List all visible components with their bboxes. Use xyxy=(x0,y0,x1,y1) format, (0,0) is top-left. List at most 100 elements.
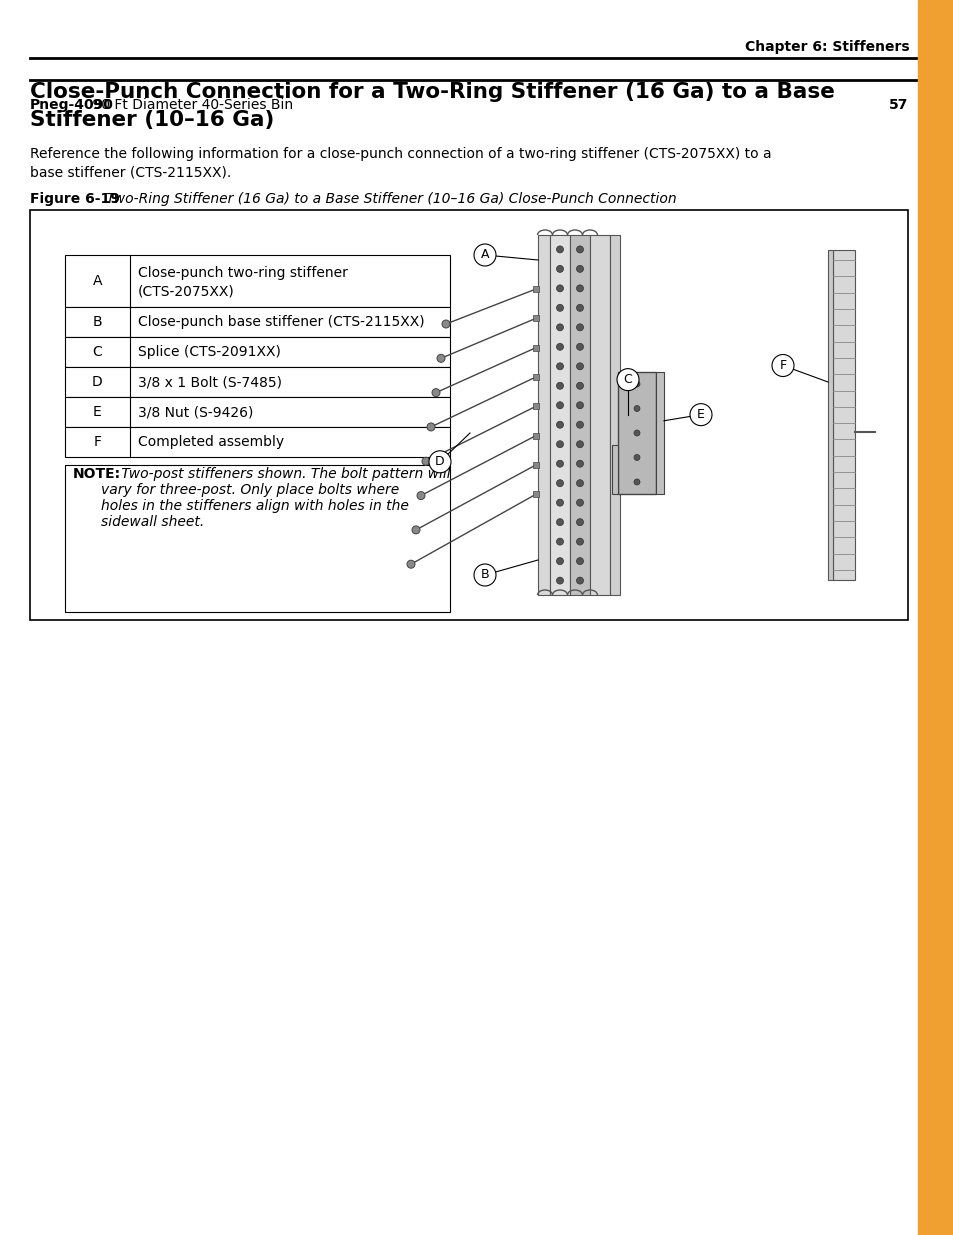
Bar xyxy=(832,249,854,580)
Bar xyxy=(533,404,538,409)
Circle shape xyxy=(689,404,711,426)
Bar xyxy=(533,345,538,351)
Text: C: C xyxy=(623,373,632,387)
Bar xyxy=(65,396,450,427)
Text: 90 Ft Diameter 40-Series Bin: 90 Ft Diameter 40-Series Bin xyxy=(88,98,293,112)
Circle shape xyxy=(576,266,583,273)
Bar xyxy=(569,235,589,595)
Bar xyxy=(917,0,953,1235)
Circle shape xyxy=(427,422,435,431)
Bar xyxy=(612,446,618,494)
Bar xyxy=(65,254,450,308)
Bar xyxy=(65,367,450,396)
Circle shape xyxy=(556,363,563,369)
Circle shape xyxy=(617,368,639,390)
Bar xyxy=(537,235,550,595)
Bar xyxy=(533,374,538,380)
Text: B: B xyxy=(480,568,489,582)
Text: Pneg-4090: Pneg-4090 xyxy=(30,98,113,112)
Bar xyxy=(550,235,569,595)
Circle shape xyxy=(634,430,639,436)
Circle shape xyxy=(576,499,583,506)
Circle shape xyxy=(634,405,639,411)
Circle shape xyxy=(576,558,583,564)
Circle shape xyxy=(576,441,583,448)
Bar xyxy=(65,427,450,457)
Bar xyxy=(533,315,538,321)
Bar xyxy=(65,308,450,337)
Text: sidewall sheet.: sidewall sheet. xyxy=(101,515,204,529)
Circle shape xyxy=(412,526,419,534)
Circle shape xyxy=(576,519,583,526)
Circle shape xyxy=(576,383,583,389)
Circle shape xyxy=(576,461,583,467)
Circle shape xyxy=(556,441,563,448)
Bar xyxy=(30,210,907,620)
Text: Reference the following information for a close-punch connection of a two-ring s: Reference the following information for … xyxy=(30,147,771,161)
Bar xyxy=(533,492,538,498)
Text: D: D xyxy=(92,375,103,389)
Circle shape xyxy=(576,246,583,253)
Circle shape xyxy=(771,354,793,377)
Circle shape xyxy=(576,401,583,409)
Circle shape xyxy=(556,324,563,331)
Circle shape xyxy=(576,363,583,369)
Text: E: E xyxy=(93,405,102,419)
Text: E: E xyxy=(697,408,704,421)
Text: Two-post stiffeners shown. The bolt pattern will: Two-post stiffeners shown. The bolt patt… xyxy=(117,467,450,480)
Circle shape xyxy=(432,389,439,396)
Circle shape xyxy=(407,561,415,568)
Circle shape xyxy=(556,304,563,311)
Circle shape xyxy=(556,479,563,487)
Text: 57: 57 xyxy=(887,98,907,112)
Circle shape xyxy=(556,499,563,506)
Bar xyxy=(827,249,832,580)
Circle shape xyxy=(474,245,496,266)
Text: vary for three-post. Only place bolts where: vary for three-post. Only place bolts wh… xyxy=(101,483,399,496)
Circle shape xyxy=(436,354,444,362)
Text: B: B xyxy=(92,315,102,329)
Circle shape xyxy=(556,461,563,467)
Bar xyxy=(533,287,538,291)
Bar xyxy=(589,235,609,595)
Circle shape xyxy=(576,479,583,487)
Circle shape xyxy=(576,324,583,331)
Text: F: F xyxy=(93,435,101,450)
Circle shape xyxy=(634,454,639,461)
Circle shape xyxy=(556,538,563,545)
Text: Figure 6-19: Figure 6-19 xyxy=(30,191,120,206)
Text: Stiffener (10–16 Ga): Stiffener (10–16 Ga) xyxy=(30,110,274,130)
Circle shape xyxy=(556,285,563,291)
Circle shape xyxy=(556,421,563,429)
Text: F: F xyxy=(779,359,785,372)
Circle shape xyxy=(556,343,563,351)
Bar xyxy=(65,337,450,367)
Circle shape xyxy=(634,382,639,387)
Circle shape xyxy=(576,343,583,351)
Text: Completed assembly: Completed assembly xyxy=(138,435,284,450)
Circle shape xyxy=(576,285,583,291)
Circle shape xyxy=(576,421,583,429)
Text: holes in the stiffeners align with holes in the: holes in the stiffeners align with holes… xyxy=(101,499,409,513)
Text: Chapter 6: Stiffeners: Chapter 6: Stiffeners xyxy=(744,40,909,54)
Circle shape xyxy=(556,577,563,584)
Text: A: A xyxy=(480,248,489,262)
Text: NOTE:: NOTE: xyxy=(73,467,121,480)
Text: 3/8 Nut (S-9426): 3/8 Nut (S-9426) xyxy=(138,405,253,419)
Circle shape xyxy=(416,492,424,500)
Text: A: A xyxy=(92,274,102,288)
Bar xyxy=(656,372,663,494)
Text: C: C xyxy=(92,345,102,359)
Circle shape xyxy=(441,320,450,329)
Circle shape xyxy=(556,383,563,389)
Circle shape xyxy=(576,538,583,545)
Circle shape xyxy=(474,564,496,585)
Text: Close-punch base stiffener (CTS-2115XX): Close-punch base stiffener (CTS-2115XX) xyxy=(138,315,424,329)
Circle shape xyxy=(556,266,563,273)
Circle shape xyxy=(634,479,639,485)
Text: 3/8 x 1 Bolt (S-7485): 3/8 x 1 Bolt (S-7485) xyxy=(138,375,282,389)
Circle shape xyxy=(556,558,563,564)
Circle shape xyxy=(556,519,563,526)
Text: base stiffener (CTS-2115XX).: base stiffener (CTS-2115XX). xyxy=(30,165,231,179)
Bar xyxy=(65,466,450,613)
